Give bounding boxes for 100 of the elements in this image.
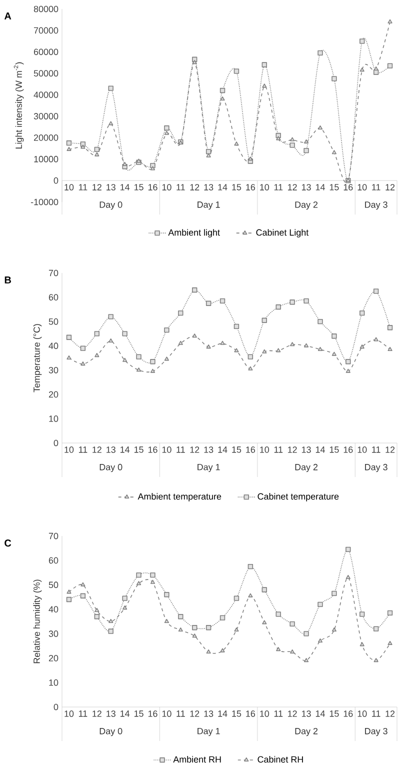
x-tick-label: 15 [330, 184, 339, 190]
y-tick-label: 20 [48, 391, 58, 398]
y-tick-label: 50000 [34, 70, 58, 77]
x-tick-label: 11 [78, 710, 88, 717]
x-tick-label: 11 [372, 446, 380, 453]
x-tick-label: 10 [358, 446, 367, 453]
y-tick-label: 50 [48, 582, 58, 588]
x-tick-label: 10 [64, 184, 74, 190]
x-tick-label: 13 [302, 446, 311, 453]
x-tick-label: 14 [218, 446, 228, 453]
y-tick-label: 40 [48, 342, 58, 350]
x-tick-label: 10 [162, 446, 172, 453]
x-tick-label: 10 [260, 710, 270, 717]
x-tick-label: 10 [260, 184, 270, 190]
y-tick-label: 10000 [34, 156, 58, 162]
x-tick-label: 12 [288, 710, 297, 717]
annotation: Day 1 [198, 202, 220, 210]
x-tick-label: 15 [232, 184, 242, 190]
x-tick-label: 13 [106, 446, 116, 453]
x-tick-label: 11 [176, 710, 185, 717]
x-tick-label: 10 [260, 446, 270, 453]
x-tick-label: 12 [92, 710, 102, 717]
x-tick-label: 16 [344, 446, 353, 453]
x-tick-label: 14 [316, 710, 325, 717]
x-tick-label: 10 [358, 184, 367, 190]
text: Day 2 [295, 464, 318, 472]
legend-label: Ambient temperature [138, 493, 222, 502]
x-tick-label: 12 [190, 184, 200, 190]
x-tick-label: 13 [204, 446, 214, 453]
text: Day 3 [365, 728, 388, 736]
x-tick-label: 15 [134, 446, 144, 453]
y-tick-label: 70000 [34, 27, 58, 34]
x-tick-label: 16 [148, 184, 158, 190]
x-tick-label: 13 [106, 184, 116, 190]
x-tick-label: 11 [78, 446, 88, 453]
y-axis-title: Relative humidity (%) [33, 580, 42, 664]
x-tick-label: 16 [246, 184, 256, 190]
y-tick-label: 30000 [34, 113, 58, 120]
annotation: Day 3 [365, 201, 388, 210]
text: Day 2 [295, 728, 318, 736]
x-tick-label: 11 [274, 446, 283, 453]
x-tick-label: 14 [316, 446, 325, 453]
x-tick-label: 10 [162, 710, 172, 717]
y-tick-label: 60000 [34, 48, 58, 56]
y-tick-label: 60 [48, 294, 58, 300]
y-tick-label: 0 [54, 440, 58, 446]
y-tick-label: 40 [48, 606, 58, 612]
x-tick-label: 12 [190, 446, 200, 453]
x-tick-label: 12 [190, 710, 200, 717]
x-tick-label: 11 [372, 710, 380, 717]
annotation: Day 2 [295, 201, 318, 210]
x-tick-label: 13 [106, 710, 116, 717]
x-tick-label: 12 [92, 446, 102, 453]
text: Day 3 [365, 464, 388, 472]
x-tick-label: 11 [176, 446, 185, 453]
y-tick-label: 0 [54, 704, 58, 710]
x-tick-label: 13 [302, 184, 311, 190]
y-tick-label: 30 [48, 366, 58, 374]
legend-label: Ambient light [168, 229, 220, 238]
x-tick-label: 11 [274, 710, 283, 717]
chart-title: C [4, 540, 12, 547]
x-tick-label: 15 [330, 710, 339, 717]
x-tick-label: 16 [246, 710, 256, 717]
text: Day 1 [198, 464, 220, 472]
y-tick-label: 70 [48, 270, 58, 276]
y-tick-label: 20000 [34, 134, 58, 141]
chart-title: A [4, 12, 12, 20]
x-tick-label: 10 [64, 446, 74, 453]
x-tick-label: 14 [316, 184, 325, 190]
x-tick-label: 11 [274, 184, 283, 190]
y-axis-title: Light intensity (W m$^{-2}$) [14, 62, 24, 149]
x-tick-label: 15 [134, 184, 144, 190]
y-tick-label: 50 [48, 318, 58, 325]
x-tick-label: 14 [120, 184, 130, 190]
x-tick-label: 13 [204, 184, 214, 190]
x-tick-label: 16 [148, 446, 158, 453]
x-tick-label: 14 [120, 446, 130, 453]
legend-label: Cabinet RH [258, 756, 303, 763]
chart-title: B [4, 276, 11, 284]
y-tick-label: 60 [48, 557, 58, 564]
x-tick-label: 12 [386, 446, 395, 453]
x-tick-label: 15 [134, 710, 144, 717]
x-tick-label: 10 [162, 184, 172, 190]
x-tick-label: 12 [288, 184, 297, 190]
y-tick-label: 30 [48, 630, 58, 637]
y-tick-label: 80000 [34, 6, 58, 12]
legend-label: Cabinet Light [256, 229, 309, 238]
y-tick-label: 40000 [34, 92, 58, 98]
x-tick-label: 15 [232, 446, 242, 453]
x-tick-label: 15 [232, 710, 242, 717]
y-tick-label: 10 [49, 416, 58, 422]
x-tick-label: 15 [330, 446, 339, 453]
y-tick-label: 10 [49, 679, 58, 686]
x-tick-label: 13 [302, 710, 311, 717]
x-tick-label: 11 [176, 184, 185, 190]
x-tick-label: 10 [64, 710, 74, 717]
x-tick-label: 14 [120, 710, 130, 717]
annotation: Day 0 [100, 201, 122, 210]
x-tick-label: 12 [92, 184, 102, 190]
x-tick-label: 12 [288, 446, 297, 453]
